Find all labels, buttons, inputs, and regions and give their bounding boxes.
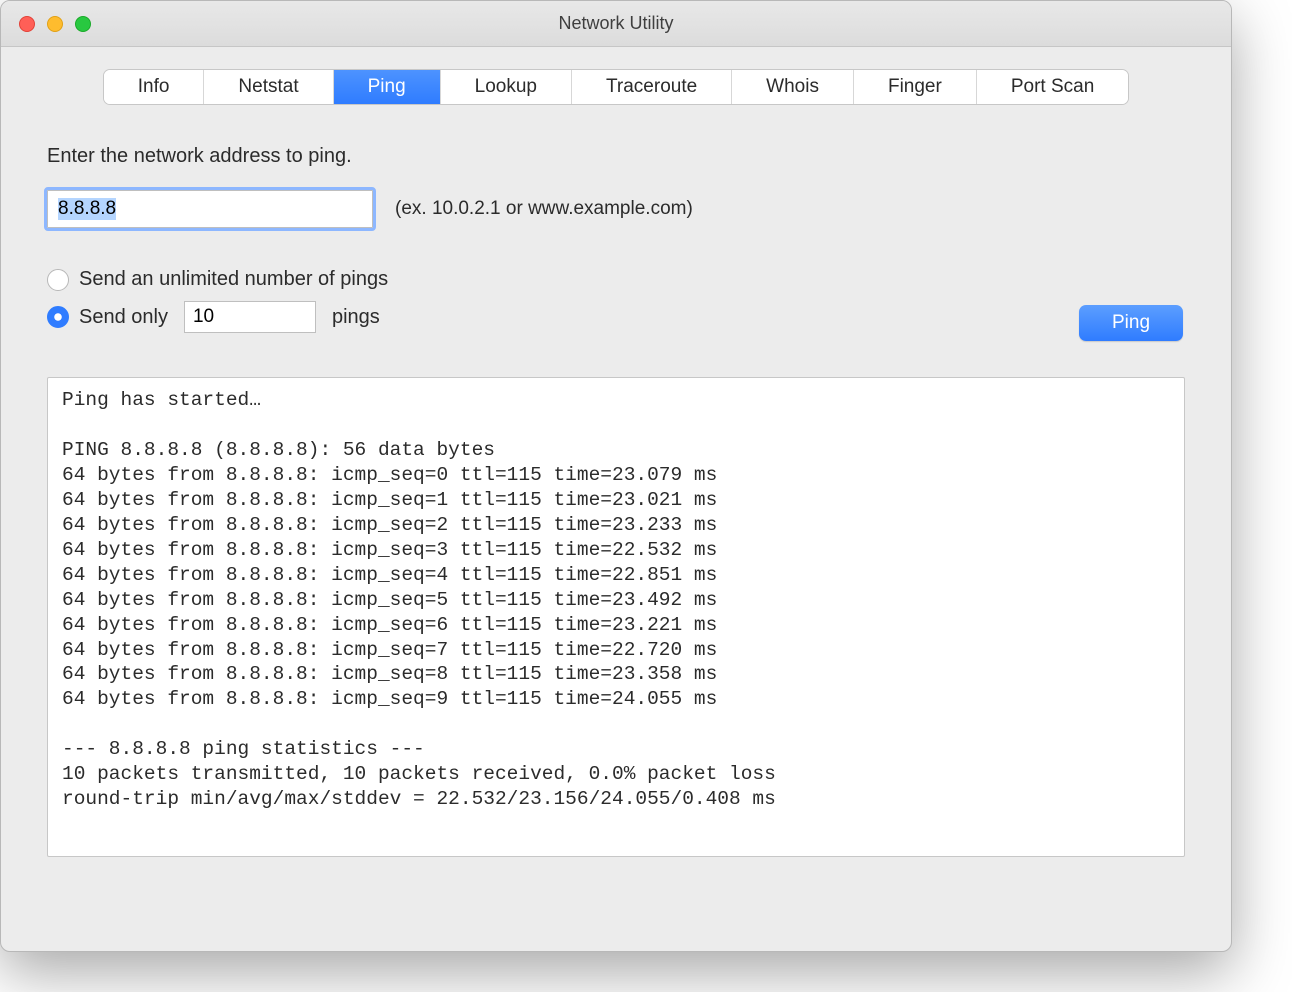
traffic-lights: [1, 16, 91, 32]
output-text: Ping has started… PING 8.8.8.8 (8.8.8.8)…: [48, 378, 1184, 822]
minimize-icon[interactable]: [47, 16, 63, 32]
radio-unlimited-row[interactable]: Send an unlimited number of pings: [47, 268, 1079, 291]
app-window: Network Utility Info Netstat Ping Lookup…: [0, 0, 1232, 952]
radio-send-only-suffix: pings: [332, 306, 380, 329]
address-input[interactable]: [47, 190, 373, 228]
radio-send-only[interactable]: [47, 306, 69, 328]
zoom-icon[interactable]: [75, 16, 91, 32]
output-box[interactable]: Ping has started… PING 8.8.8.8 (8.8.8.8)…: [47, 377, 1185, 857]
ping-count-input[interactable]: [184, 301, 316, 333]
titlebar[interactable]: Network Utility: [1, 1, 1231, 47]
tab-lookup[interactable]: Lookup: [441, 70, 572, 104]
tab-traceroute[interactable]: Traceroute: [572, 70, 732, 104]
address-hint: (ex. 10.0.2.1 or www.example.com): [395, 198, 693, 220]
tab-ping[interactable]: Ping: [334, 70, 441, 104]
tab-info[interactable]: Info: [104, 70, 205, 104]
ping-button[interactable]: Ping: [1079, 305, 1183, 341]
window-title: Network Utility: [1, 13, 1231, 34]
tab-finger[interactable]: Finger: [854, 70, 977, 104]
tab-netstat[interactable]: Netstat: [204, 70, 333, 104]
radio-send-only-row[interactable]: Send only pings: [47, 301, 1079, 333]
radio-unlimited[interactable]: [47, 269, 69, 291]
radio-unlimited-label: Send an unlimited number of pings: [79, 268, 388, 291]
tab-portscan[interactable]: Port Scan: [977, 70, 1128, 104]
close-icon[interactable]: [19, 16, 35, 32]
tab-whois[interactable]: Whois: [732, 70, 854, 104]
radio-send-only-prefix: Send only: [79, 306, 168, 329]
tab-bar: Info Netstat Ping Lookup Traceroute Whoi…: [103, 69, 1130, 105]
address-prompt: Enter the network address to ping.: [47, 145, 1185, 168]
